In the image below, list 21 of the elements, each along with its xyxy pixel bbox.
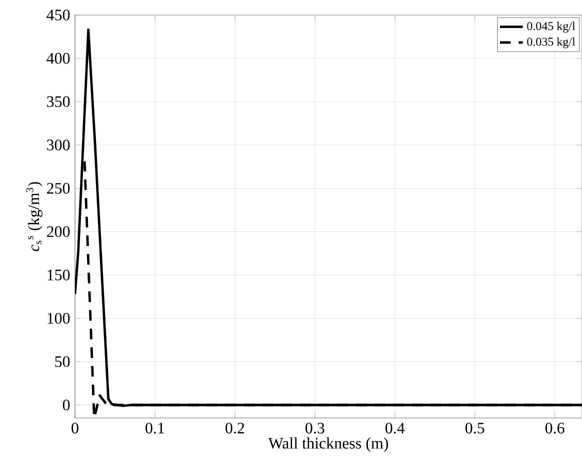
y-tick-label: 50 — [55, 356, 70, 368]
y-tick-label: 200 — [47, 226, 70, 238]
y-tick-label: 0 — [62, 400, 70, 410]
y-tick-label: 300 — [47, 140, 70, 150]
x-axis-title: Wall thickness (m) — [268, 437, 388, 452]
x-tick-label: 0.5 — [465, 422, 484, 434]
x-tick-label: 0.1 — [146, 422, 164, 434]
y-tick-label: 450 — [46, 10, 70, 20]
x-tick-label: 0.6 — [545, 422, 564, 434]
y-tick-label: 150 — [48, 270, 70, 280]
legend-label: 0.035 kg/l — [527, 37, 576, 48]
x-tick-label: 0.4 — [385, 422, 405, 434]
x-tick-label: 0.3 — [306, 422, 324, 434]
y-tick-label: 100 — [48, 312, 70, 324]
y-tick-label: 350 — [47, 96, 70, 108]
y-tick-label: 400 — [46, 52, 70, 64]
x-tick-label: 0.2 — [226, 422, 244, 434]
x-tick-label: 0 — [72, 422, 78, 434]
legend-label: 0.045 kg/l — [527, 22, 576, 33]
y-axis-title: c$_{s}$$^{s}$ (kg/m$^{3}$) — [26, 182, 42, 252]
y-tick-label: 250 — [47, 182, 70, 194]
